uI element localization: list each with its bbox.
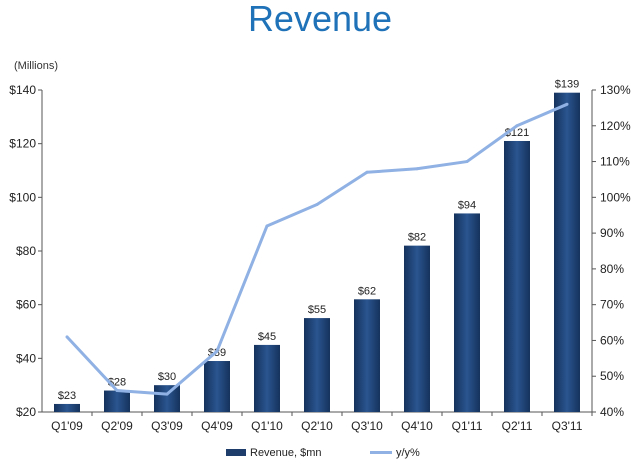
right-tick-label: 130% xyxy=(600,83,631,97)
chart-title: Revenue xyxy=(247,0,393,39)
left-tick-label: $20 xyxy=(16,405,36,419)
revenue-bar xyxy=(104,390,130,412)
yoy-point xyxy=(115,389,119,393)
yoy-point xyxy=(365,170,369,174)
right-tick-label: 50% xyxy=(600,369,624,383)
left-tick-label: $40 xyxy=(16,351,36,365)
bar-value-label: $139 xyxy=(555,79,579,91)
bar-value-label: $23 xyxy=(58,390,76,402)
bar-value-label: $30 xyxy=(158,371,176,383)
x-tick-label: Q2'10 xyxy=(301,419,333,433)
right-tick-label: 40% xyxy=(600,405,624,419)
left-tick-label: $100 xyxy=(9,190,36,204)
left-tick-label: $140 xyxy=(9,83,36,97)
x-tick-label: Q2'09 xyxy=(101,419,133,433)
yoy-point xyxy=(315,202,319,206)
yoy-point xyxy=(265,224,269,228)
revenue-bar xyxy=(54,403,80,412)
x-tick-label: Q2'11 xyxy=(502,419,533,433)
yoy-point xyxy=(65,335,69,339)
right-tick-label: 80% xyxy=(600,262,624,276)
yoy-point xyxy=(415,167,419,171)
left-tick-label: $80 xyxy=(16,244,36,258)
bar-value-label: $62 xyxy=(358,285,376,297)
bar-value-label: $82 xyxy=(408,232,426,244)
legend-swatch-revenue xyxy=(226,449,246,456)
x-tick-label: Q3'10 xyxy=(351,419,383,433)
x-tick-label: Q4'10 xyxy=(401,419,433,433)
x-tick-label: Q1'09 xyxy=(51,419,83,433)
x-tick-label: Q3'11 xyxy=(552,419,583,433)
revenue-bar xyxy=(154,385,180,412)
revenue-bar xyxy=(404,245,430,412)
x-tick-label: Q4'09 xyxy=(201,419,233,433)
yoy-point xyxy=(165,392,169,396)
right-tick-label: 60% xyxy=(600,333,624,347)
legend-label-revenue: Revenue, $mn xyxy=(250,447,322,459)
revenue-bar xyxy=(504,140,530,412)
yoy-point xyxy=(465,160,469,164)
revenue-bar xyxy=(254,344,280,412)
yoy-point xyxy=(515,124,519,128)
left-tick-label: $120 xyxy=(9,137,36,151)
revenue-bar xyxy=(354,299,380,412)
revenue-bar xyxy=(304,318,330,412)
bar-value-label: $55 xyxy=(308,304,326,316)
revenue-bar xyxy=(554,92,580,412)
revenue-bar xyxy=(454,213,480,412)
yoy-point xyxy=(565,102,569,106)
right-tick-label: 90% xyxy=(600,226,624,240)
right-tick-label: 120% xyxy=(600,119,631,133)
legend-label-yoy: y/y% xyxy=(396,447,420,459)
x-tick-label: Q3'09 xyxy=(151,419,183,433)
x-tick-label: Q1'10 xyxy=(251,419,283,433)
bar-value-label: $45 xyxy=(258,331,276,343)
right-tick-label: 70% xyxy=(600,298,624,312)
revenue-bar xyxy=(204,361,230,412)
right-tick-label: 100% xyxy=(600,190,631,204)
x-tick-label: Q1'11 xyxy=(452,419,483,433)
left-tick-label: $60 xyxy=(16,298,36,312)
units-label: (Millions) xyxy=(14,60,58,72)
bar-value-label: $94 xyxy=(458,199,476,211)
right-tick-label: 110% xyxy=(600,155,630,169)
yoy-point xyxy=(215,349,219,353)
